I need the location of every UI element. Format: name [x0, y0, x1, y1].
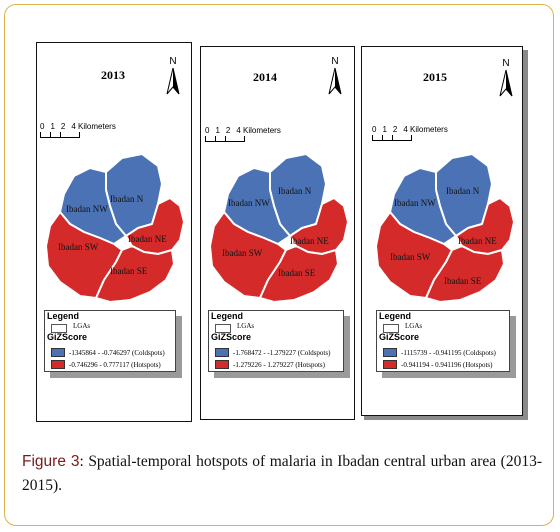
- lga-label: Ibadan NE: [290, 236, 329, 246]
- scale-tick: 1: [382, 125, 387, 134]
- north-letter: N: [502, 58, 509, 69]
- lga-label: Ibadan NE: [128, 234, 167, 244]
- year-label: 2014: [253, 70, 277, 84]
- caption-label: Figure 3: [22, 453, 80, 470]
- north-arrow-icon: N: [166, 56, 180, 95]
- lgas-label: LGAs: [405, 322, 423, 330]
- scale-tick: 0: [372, 125, 377, 134]
- coldspot-swatch: [215, 348, 229, 357]
- lga-ibadan-se: [259, 245, 339, 303]
- legend-title: Legend: [379, 311, 412, 321]
- lga-label: Ibadan NW: [394, 198, 436, 208]
- caption-text: Spatial-temporal hotspots of malaria in …: [22, 453, 542, 494]
- year-label: 2013: [101, 68, 125, 82]
- north-arrow-icon: N: [328, 56, 342, 95]
- coldspot-range: -1345864 - -0.746297 (Coldspots): [69, 349, 165, 357]
- scale-tick: 4 Kilometers: [236, 126, 281, 135]
- scale-tick: 2: [60, 122, 66, 131]
- lga-map-2014: Ibadan N Ibadan NW Ibadan SW Ibadan NE I…: [209, 153, 349, 303]
- north-arrow-icon: N: [499, 58, 513, 97]
- lga-map-2013: Ibadan N Ibadan NW Ibadan SW Ibadan NE I…: [45, 153, 185, 303]
- lgas-label: LGAs: [73, 322, 91, 330]
- north-letter: N: [169, 56, 176, 67]
- lgas-swatch: [51, 324, 67, 333]
- hotspot-range: -0.941194 - 0.941196 (Hotspots): [401, 361, 493, 369]
- scale-tick: 0: [205, 126, 210, 135]
- lga-label: Ibadan N: [110, 194, 144, 204]
- lga-ibadan-se: [95, 245, 175, 303]
- north-letter: N: [331, 56, 338, 67]
- scale-tick: 4 Kilometers: [71, 122, 116, 131]
- hotspot-range: -0.746296 - 0.777117 (Hotspots): [69, 361, 161, 369]
- coldspot-swatch: [51, 348, 65, 357]
- year-label: 2015: [423, 70, 447, 84]
- lga-label: Ibadan SE: [110, 266, 148, 276]
- lga-label: Ibadan SW: [222, 248, 263, 258]
- scale-tick: 1: [215, 126, 220, 135]
- hotspot-swatch: [215, 360, 229, 369]
- coldspot-range: -1115739 - -0.941195 (Coldspots): [401, 349, 496, 357]
- hotspot-range: -1.279226 - 1.279227 (Hotspots): [233, 361, 325, 369]
- giz-title: GiZScore: [379, 332, 420, 342]
- scale-tick: 2: [225, 126, 231, 135]
- lgas-swatch: [383, 324, 399, 333]
- lga-ibadan-se: [425, 245, 505, 303]
- lgas-swatch: [215, 324, 231, 333]
- scale-tick: 4 Kilometers: [403, 125, 448, 134]
- scale-tick: 1: [50, 122, 55, 131]
- giz-title: GiZScore: [211, 332, 252, 342]
- legend-box: Legend LGAs GiZScore -1115739 - -0.94119…: [376, 310, 510, 372]
- hotspot-swatch: [383, 360, 397, 369]
- hotspot-swatch: [51, 360, 65, 369]
- legend-title: Legend: [47, 311, 80, 321]
- scale-tick: 2: [392, 125, 398, 134]
- lga-label: Ibadan NW: [66, 204, 108, 214]
- coldspot-range: -1.768472 - -1.279227 (Coldspots): [233, 349, 331, 357]
- lgas-label: LGAs: [237, 322, 255, 330]
- legend-box: Legend LGAs GiZScore -1.768472 - -1.2792…: [208, 310, 344, 372]
- lga-label: Ibadan SE: [278, 268, 316, 278]
- figure-frame: [4, 4, 554, 526]
- lga-label: Ibadan NW: [228, 198, 270, 208]
- giz-title: GiZScore: [47, 332, 88, 342]
- lga-label: Ibadan N: [446, 186, 480, 196]
- legend-title: Legend: [211, 311, 244, 321]
- lga-label: Ibadan NE: [458, 236, 497, 246]
- coldspot-swatch: [383, 348, 397, 357]
- lga-label: Ibadan SE: [444, 276, 482, 286]
- caption-sep: :: [79, 453, 84, 470]
- lga-map-2015: Ibadan N Ibadan NW Ibadan SW Ibadan NE I…: [375, 153, 515, 303]
- lga-label: Ibadan N: [278, 186, 312, 196]
- lga-label: Ibadan SW: [390, 252, 431, 262]
- figure-caption: Figure 3: Spatial-temporal hotspots of m…: [22, 450, 542, 498]
- lga-label: Ibadan SW: [58, 242, 99, 252]
- scale-tick: 0: [40, 122, 45, 131]
- legend-box: Legend LGAs GiZScore -1345864 - -0.74629…: [44, 310, 176, 372]
